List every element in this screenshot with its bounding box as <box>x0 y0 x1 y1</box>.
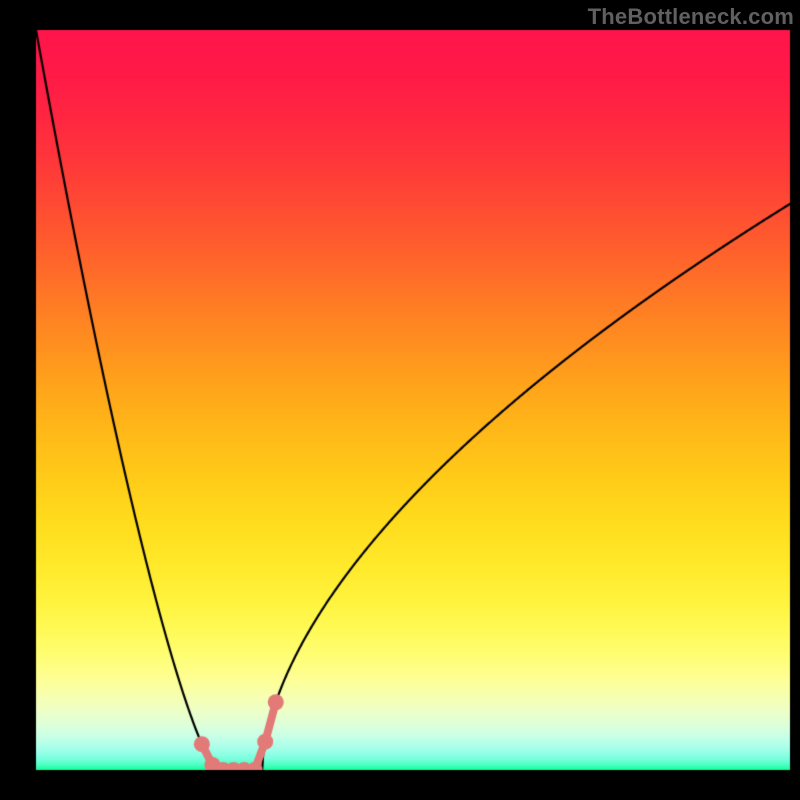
bottleneck-curve-chart <box>0 0 800 800</box>
chart-stage: TheBottleneck.com <box>0 0 800 800</box>
